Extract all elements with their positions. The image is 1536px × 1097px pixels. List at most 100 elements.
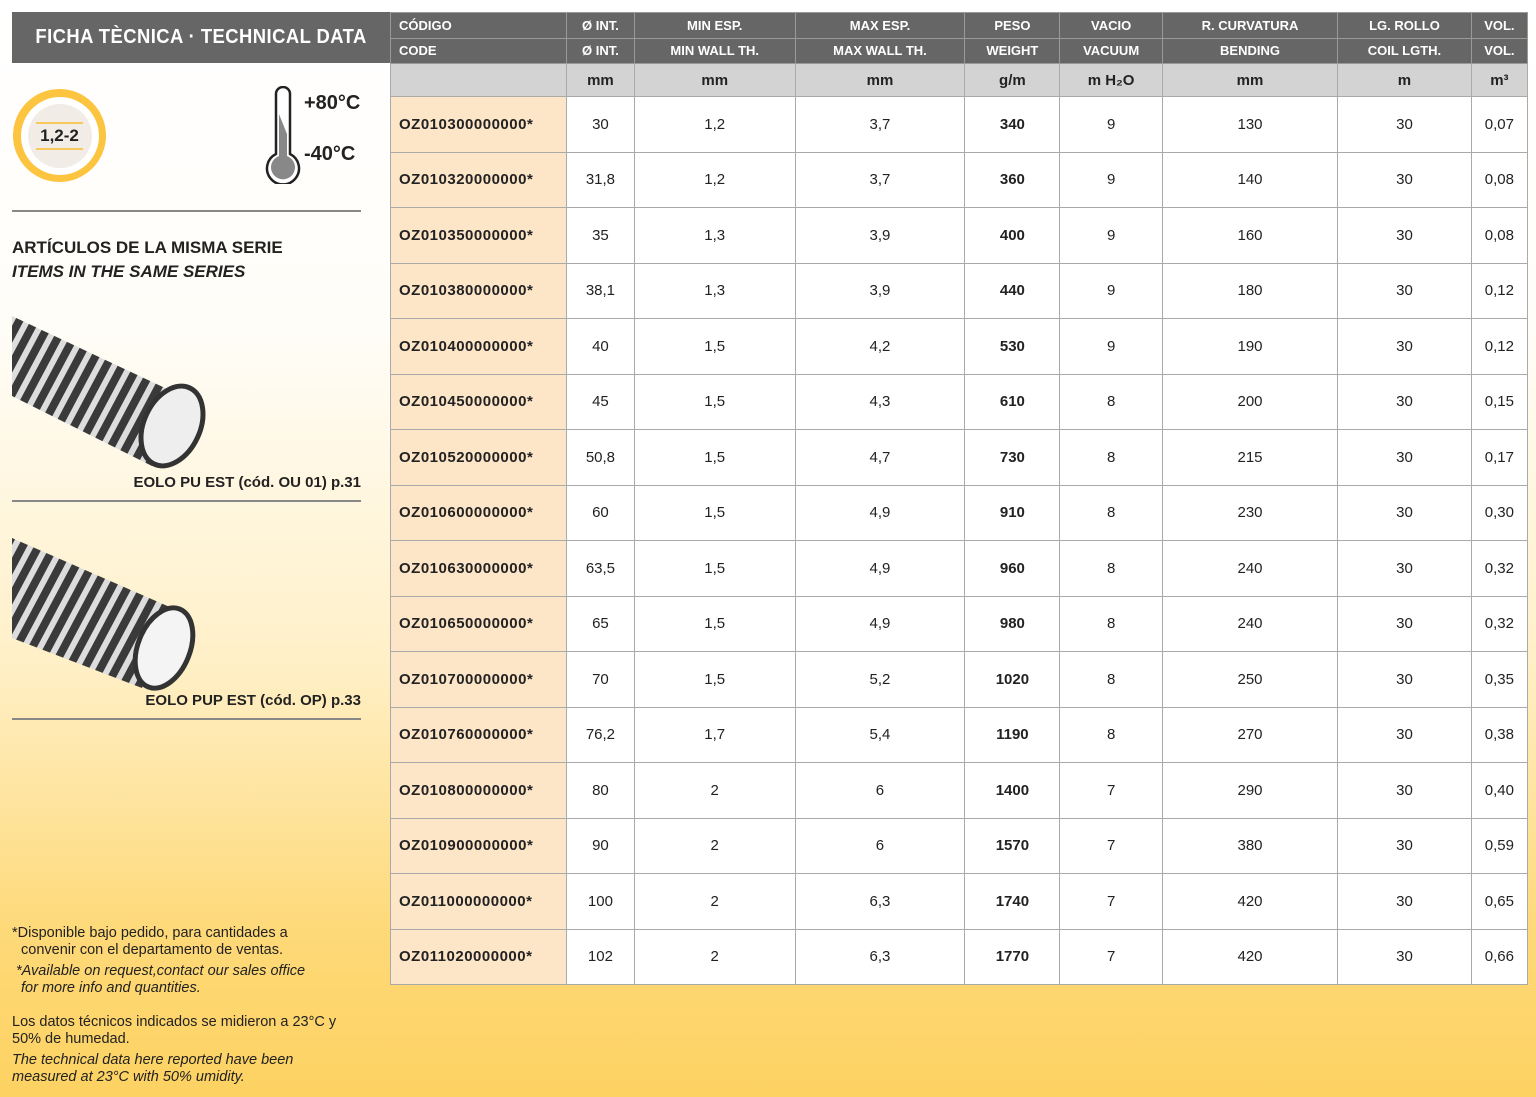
data-cell: 1,3 (633, 207, 796, 264)
unit-cell: g/m (964, 63, 1061, 97)
data-cell: 60 (566, 484, 635, 541)
table-row: OZ010650000000* 65 1,5 4,9 980 8 240 30 0,32 (390, 595, 1529, 652)
data-cell: 4,2 (794, 318, 966, 375)
data-cell: 90 (566, 817, 635, 874)
data-cell: 1,5 (633, 484, 796, 541)
table-row: OZ010520000000* 50,8 1,5 4,7 730 8 215 30 0,17 (390, 429, 1529, 486)
data-cell: 30 (566, 96, 635, 153)
data-cell: 200 (1161, 373, 1339, 430)
code-cell: OZ010630000000* (390, 540, 567, 597)
data-cell: 1,3 (633, 262, 796, 319)
table-row: OZ010760000000* 76,2 1,7 5,4 1190 8 270 30 0,38 (390, 706, 1529, 763)
code-cell: OZ010800000000* (390, 762, 567, 819)
data-cell: 30 (1337, 207, 1472, 264)
table-row: OZ010700000000* 70 1,5 5,2 1020 8 250 30 0,35 (390, 651, 1529, 708)
temp-max: +80°C (304, 92, 361, 114)
data-cell: 38,1 (566, 262, 635, 319)
column-header: MAX ESP. (794, 12, 966, 39)
code-cell: OZ010300000000* (390, 96, 567, 153)
data-cell: 102 (566, 928, 635, 985)
data-cell: 45 (566, 373, 635, 430)
data-cell: 9 (1059, 207, 1163, 264)
data-cell: 290 (1161, 762, 1339, 819)
data-cell: 30 (1337, 595, 1472, 652)
data-cell: 3,7 (794, 96, 966, 153)
data-cell: 730 (964, 429, 1061, 486)
data-cell: 130 (1161, 96, 1339, 153)
table-row: OZ010300000000* 30 1,2 3,7 340 9 130 30 0,07 (390, 96, 1529, 153)
data-cell: 5,4 (794, 706, 966, 763)
data-cell: 610 (964, 373, 1061, 430)
table-row: OZ010450000000* 45 1,5 4,3 610 8 200 30 0,15 (390, 373, 1529, 430)
table-row: OZ011020000000* 102 2 6,3 1770 7 420 30 0,66 (390, 928, 1529, 985)
divider (12, 500, 361, 502)
data-cell: 1,5 (633, 651, 796, 708)
data-cell: 400 (964, 207, 1061, 264)
data-cell: 30 (1337, 151, 1472, 208)
data-cell: 7 (1059, 873, 1163, 930)
data-cell: 0,66 (1470, 928, 1529, 985)
code-cell: OZ010650000000* (390, 595, 567, 652)
unit-cell: mm (794, 63, 966, 97)
data-cell: 3,9 (794, 262, 966, 319)
data-cell: 30 (1337, 484, 1472, 541)
hose-image-pup (12, 538, 196, 691)
data-cell: 4,7 (794, 429, 966, 486)
header-row: CODE Ø INT. MIN WALL TH. MAX WALL TH. WEIGHT… (390, 37, 1529, 64)
data-cell: 1400 (964, 762, 1061, 819)
data-cell: 2 (633, 762, 796, 819)
table-row: OZ010900000000* 90 2 6 1570 7 380 30 0,59 (390, 817, 1529, 874)
related-caption[interactable]: EOLO PUP EST (cód. OP) p.33 (145, 692, 361, 709)
series-heading: ARTÍCULOS DE LA MISMA SERIE ITEMS IN THE … (12, 238, 283, 281)
data-cell: 1,5 (633, 318, 796, 375)
unit-cell: mm (1161, 63, 1339, 97)
data-cell: 1,5 (633, 429, 796, 486)
unit-cell: m (1337, 63, 1472, 97)
data-cell: 420 (1161, 873, 1339, 930)
column-header: COIL LGTH. (1337, 37, 1472, 64)
code-cell: OZ010400000000* (390, 318, 567, 375)
data-cell: 9 (1059, 262, 1163, 319)
temp-min: -40°C (304, 143, 356, 165)
table-row: OZ010400000000* 40 1,5 4,2 530 9 190 30 0,12 (390, 318, 1529, 375)
column-header: Ø INT. (566, 12, 635, 39)
column-header: MIN ESP. (633, 12, 796, 39)
data-cell: 30 (1337, 429, 1472, 486)
data-cell: 980 (964, 595, 1061, 652)
data-cell: 1020 (964, 651, 1061, 708)
data-cell: 6 (794, 762, 966, 819)
data-cell: 9 (1059, 151, 1163, 208)
data-cell: 30 (1337, 540, 1472, 597)
data-cell: 63,5 (566, 540, 635, 597)
data-cell: 2 (633, 817, 796, 874)
column-header: MIN WALL TH. (633, 37, 796, 64)
data-cell: 1190 (964, 706, 1061, 763)
data-cell: 230 (1161, 484, 1339, 541)
data-cell: 1,7 (633, 706, 796, 763)
data-cell: 1770 (964, 928, 1061, 985)
data-cell: 8 (1059, 484, 1163, 541)
data-cell: 6,3 (794, 873, 966, 930)
data-cell: 250 (1161, 651, 1339, 708)
data-cell: 30 (1337, 262, 1472, 319)
unit-cell: m H₂O (1059, 63, 1163, 97)
data-cell: 240 (1161, 540, 1339, 597)
unit-cell: m³ (1470, 63, 1529, 97)
column-header: CODE (390, 37, 567, 64)
column-header: Ø INT. (566, 37, 635, 64)
column-header: LG. ROLLO (1337, 12, 1472, 39)
data-cell: 31,8 (566, 151, 635, 208)
data-cell: 180 (1161, 262, 1339, 319)
related-caption[interactable]: EOLO PU EST (cód. OU 01) p.31 (133, 474, 361, 491)
data-cell: 0,35 (1470, 651, 1529, 708)
data-cell: 1,5 (633, 540, 796, 597)
data-cell: 8 (1059, 540, 1163, 597)
column-header: WEIGHT (964, 37, 1061, 64)
unit-cell: mm (566, 63, 635, 97)
table-row: OZ010380000000* 38,1 1,3 3,9 440 9 180 30 0,12 (390, 262, 1529, 319)
column-header: VOL. (1470, 12, 1529, 39)
table-row: OZ010600000000* 60 1,5 4,9 910 8 230 30 0,30 (390, 484, 1529, 541)
data-cell: 0,07 (1470, 96, 1529, 153)
data-cell: 0,08 (1470, 207, 1529, 264)
data-cell: 3,9 (794, 207, 966, 264)
